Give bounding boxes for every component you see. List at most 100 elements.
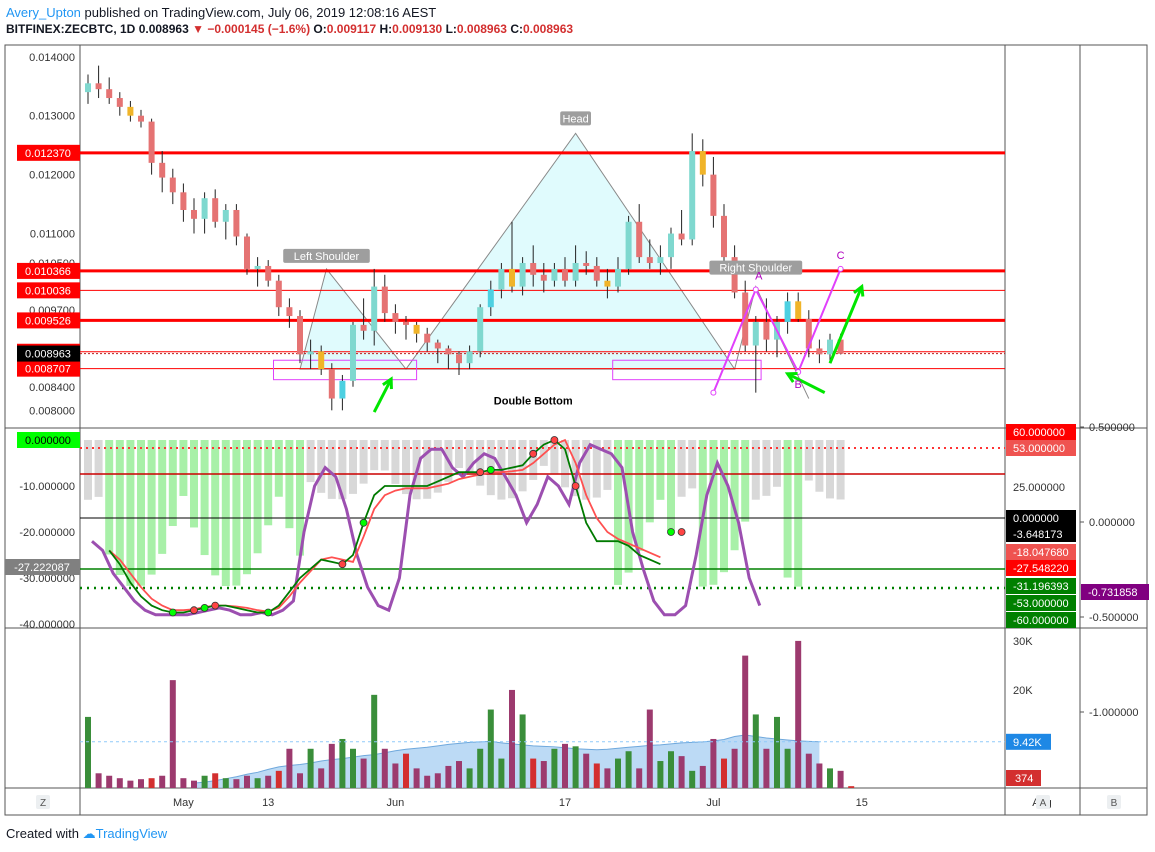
oscillator-histogram-bar <box>709 440 718 585</box>
osc-zero-badge <box>17 432 80 448</box>
candle-body <box>678 233 685 240</box>
symbol-name: BITFINEX:ZECBTC, 1D <box>6 22 136 36</box>
candle-body <box>85 83 91 93</box>
candle-body <box>625 221 632 269</box>
candle-body <box>668 233 674 258</box>
osc-right-value-label: -53.000000 <box>1013 598 1069 610</box>
candle-body <box>371 286 378 331</box>
tradingview-link[interactable]: TradingView <box>95 826 168 841</box>
volume-bar <box>731 748 738 788</box>
volume-bar <box>805 753 812 788</box>
oscillator-histogram-bar <box>168 440 177 527</box>
close-label: C: <box>510 22 523 36</box>
volume-bar <box>466 768 473 788</box>
volume-bar <box>721 758 727 788</box>
abc-point <box>710 389 717 396</box>
candle-body <box>710 174 717 216</box>
oscillator-cross-dot <box>476 468 485 477</box>
auto-scale-button-bg[interactable] <box>1036 795 1050 809</box>
candle-body <box>297 316 303 355</box>
green-arrow-up-right <box>828 286 864 364</box>
volume-bar <box>551 748 558 788</box>
high-label: H: <box>379 22 393 36</box>
level-label: 0.009526 <box>25 315 71 327</box>
volume-bar <box>159 775 166 788</box>
oscillator-histogram-bar <box>433 440 442 493</box>
x-axis-label: 17 <box>559 797 571 809</box>
candle-body <box>222 209 229 222</box>
candle-body <box>615 268 621 287</box>
candle-body <box>138 115 144 122</box>
candle-body <box>795 301 802 319</box>
log-scale-button[interactable]: B <box>1111 798 1118 809</box>
osc-right-value-badge <box>1006 578 1076 594</box>
oscillator-cross-dot <box>359 518 368 527</box>
point-a-label: A <box>755 271 763 283</box>
volume-bar <box>710 738 717 788</box>
left-shoulder-label: Left Shoulder <box>294 251 360 263</box>
volume-bar <box>148 778 155 788</box>
volume-bar <box>180 778 187 788</box>
timezone-button-bg[interactable] <box>36 795 50 809</box>
osc-right-value-label: -31.196393 <box>1013 581 1069 593</box>
candle-body <box>572 263 579 281</box>
x-axis-label: 15 <box>856 797 868 809</box>
oscillator-histogram-bar <box>380 440 389 471</box>
green-arrow-up-left <box>372 378 393 413</box>
volume-bar <box>487 709 494 788</box>
volume-bar <box>106 775 113 788</box>
volume-bar <box>254 778 261 788</box>
candle-body <box>540 274 547 281</box>
head-label-bg <box>560 111 591 126</box>
osc-purple-badge <box>1081 584 1149 600</box>
volume-bar <box>604 768 611 788</box>
level-badge <box>17 144 80 161</box>
oscillator-cross-dot <box>529 449 538 458</box>
volume-bar <box>360 758 367 788</box>
volume-bar <box>593 763 600 788</box>
author-link[interactable]: Avery_Upton <box>6 5 81 20</box>
candle-body <box>307 351 314 355</box>
oscillator-histogram-bar <box>836 440 845 500</box>
volume-bar <box>509 689 515 788</box>
oscillator-histogram-bar <box>826 440 834 499</box>
osc-right-tick: -1.000000 <box>1089 707 1139 719</box>
left-shoulder-label-bg <box>283 248 370 263</box>
candle-body <box>392 313 399 322</box>
candle-body <box>127 106 134 116</box>
oscillator-cross-dot <box>667 528 675 536</box>
osc-right-value-label: -18.047680 <box>1013 547 1069 559</box>
osc-right-value-badge <box>1006 560 1076 576</box>
oscillator-histogram-bar <box>751 440 760 500</box>
oscillator-cross-dot <box>211 601 220 610</box>
oscillator-histogram-bar <box>126 440 135 586</box>
level-label: 0.008707 <box>25 364 71 376</box>
candle-body <box>657 257 664 264</box>
oscillator-histogram-bar <box>529 440 538 480</box>
candle-body <box>201 198 208 219</box>
timezone-button[interactable]: Z <box>40 798 46 809</box>
candle-body <box>233 209 240 237</box>
head-label: Head <box>562 113 588 125</box>
volume-bar <box>212 773 219 788</box>
volume-bar <box>562 743 568 788</box>
log-scale-button-bg[interactable] <box>1107 795 1121 809</box>
candle-body <box>466 351 473 364</box>
volume-bar <box>583 753 590 788</box>
candle-body <box>583 263 590 266</box>
osc-right-value-badge <box>1006 595 1076 611</box>
auto-scale-button[interactable]: A <box>1040 798 1047 809</box>
right-shoulder-label-bg <box>709 260 803 275</box>
oscillator-cross-dot <box>338 560 347 569</box>
candle-body <box>784 301 791 322</box>
candle-body <box>116 98 123 107</box>
volume-last-label: 374 <box>1015 773 1033 785</box>
oscillator-histogram-bar <box>635 440 644 551</box>
candle-body <box>339 380 346 399</box>
candle-body <box>445 348 452 355</box>
level-badge <box>17 360 80 377</box>
price-tick-label: 0.013000 <box>29 111 75 123</box>
oscillator-histogram-bar <box>773 440 781 487</box>
candle-body <box>477 307 484 352</box>
